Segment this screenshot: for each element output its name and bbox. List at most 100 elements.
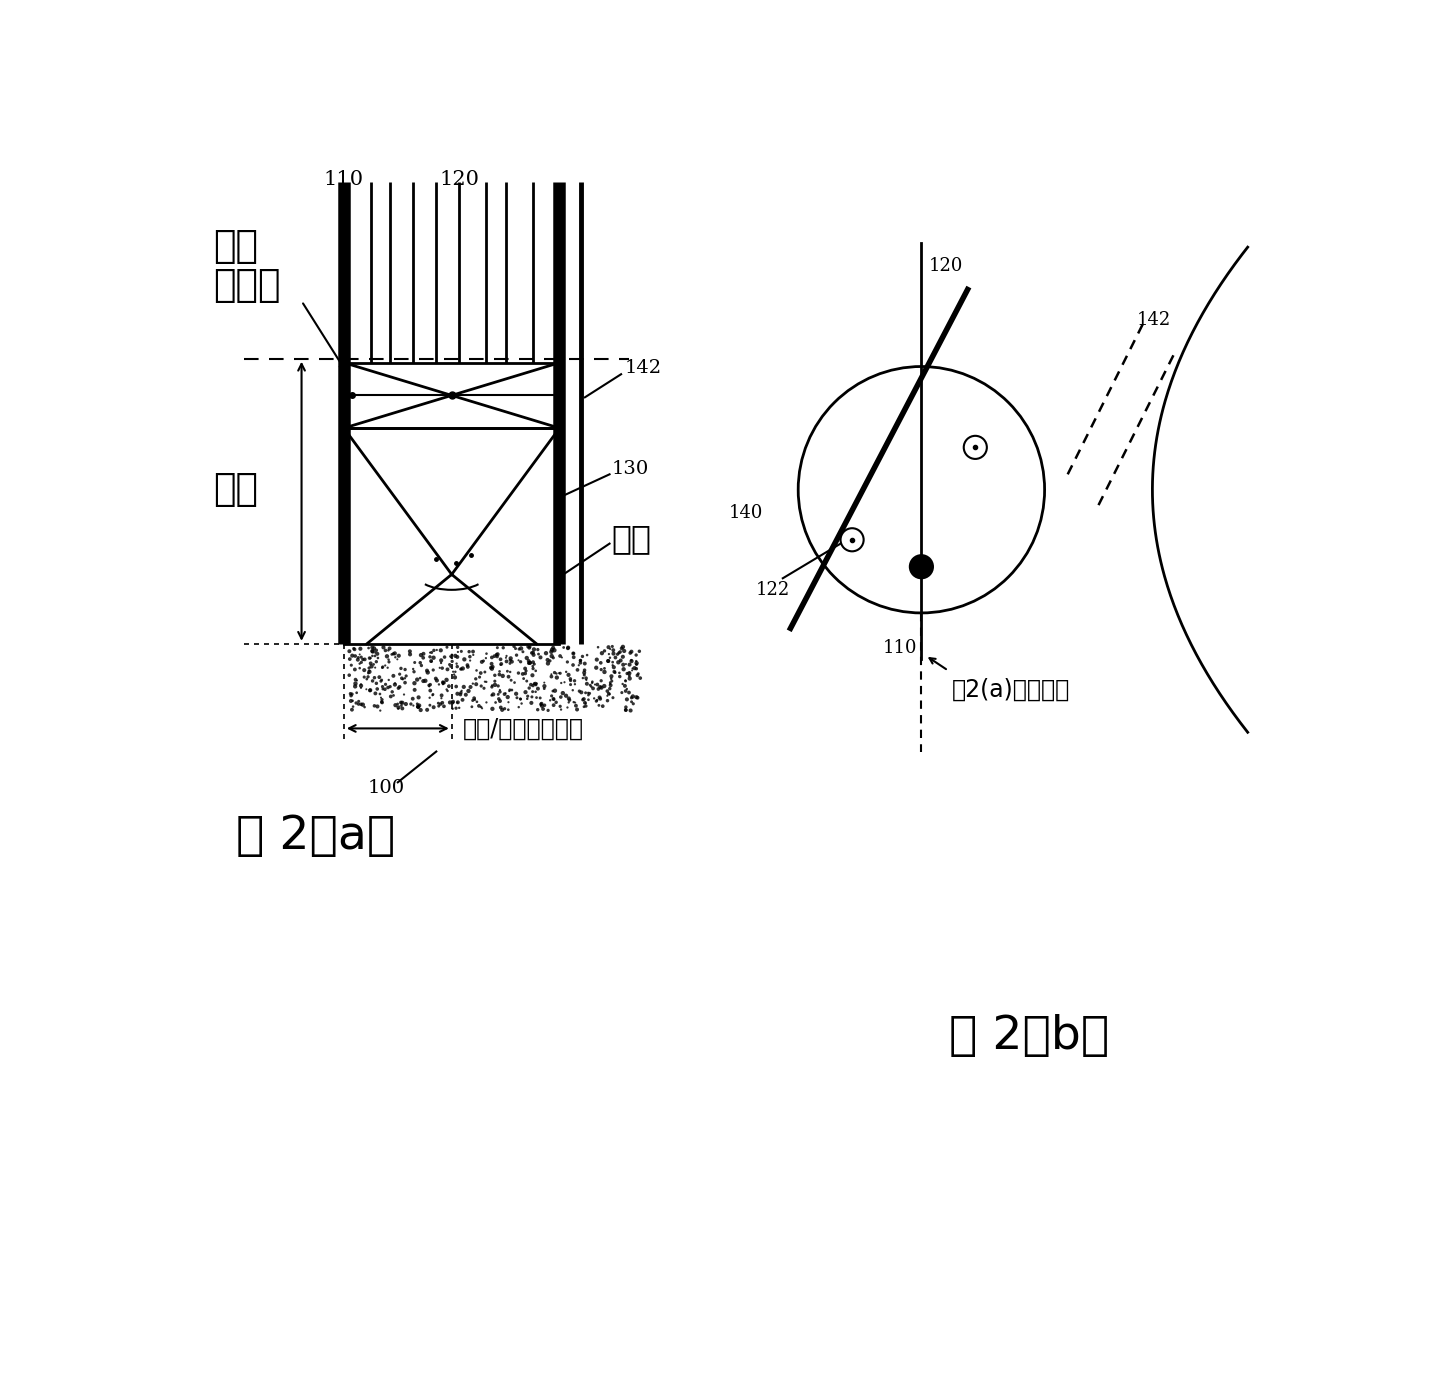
Point (387, 644, 410, 667)
Point (584, 657, 607, 679)
Point (514, 660, 537, 682)
Point (363, 694, 386, 717)
Point (430, 657, 453, 679)
Text: 142: 142 (624, 359, 662, 377)
Point (390, 657, 413, 679)
Point (459, 650, 482, 672)
Point (559, 669, 582, 692)
Point (572, 689, 594, 711)
Point (399, 643, 422, 665)
Point (620, 686, 643, 708)
Point (347, 690, 370, 712)
Point (599, 683, 622, 705)
Point (364, 650, 387, 672)
Point (489, 660, 512, 682)
Point (486, 636, 509, 658)
Point (380, 643, 403, 665)
Point (600, 635, 623, 657)
Point (614, 696, 637, 718)
Point (616, 689, 639, 711)
Point (490, 653, 513, 675)
Point (399, 640, 422, 663)
Point (494, 682, 517, 704)
Point (504, 683, 527, 705)
Point (436, 678, 459, 700)
Point (482, 697, 504, 719)
Point (364, 672, 387, 694)
Point (576, 644, 599, 667)
Point (557, 664, 580, 686)
Point (576, 672, 599, 694)
Point (593, 640, 616, 663)
Point (406, 693, 429, 715)
Point (446, 646, 469, 668)
Point (342, 644, 364, 667)
Point (463, 689, 486, 711)
Text: 142: 142 (1137, 312, 1172, 330)
Point (419, 679, 442, 701)
Point (444, 697, 467, 719)
Point (436, 658, 459, 681)
Point (579, 682, 602, 704)
Point (402, 687, 424, 710)
Point (377, 676, 400, 699)
Point (393, 658, 416, 681)
Point (337, 640, 360, 663)
Point (423, 639, 446, 661)
Point (449, 683, 472, 705)
Text: 图 2（a）: 图 2（a） (236, 814, 396, 859)
Point (624, 644, 647, 667)
Point (394, 693, 417, 715)
Point (426, 669, 449, 692)
Point (370, 686, 393, 708)
Point (496, 686, 519, 708)
Point (427, 674, 450, 696)
Point (390, 694, 413, 717)
Point (372, 657, 394, 679)
Point (362, 640, 384, 663)
Point (337, 664, 360, 686)
Point (446, 692, 469, 714)
Point (587, 694, 610, 717)
Point (442, 692, 464, 714)
Point (402, 694, 424, 717)
Point (587, 636, 610, 658)
Point (487, 687, 510, 710)
Point (473, 671, 496, 693)
Point (483, 674, 506, 696)
Point (390, 692, 413, 714)
Point (409, 699, 432, 721)
Point (470, 675, 493, 697)
Point (620, 690, 643, 712)
Point (573, 692, 596, 714)
Point (469, 667, 492, 689)
Point (592, 694, 614, 717)
Point (433, 672, 456, 694)
Text: 100: 100 (367, 779, 404, 797)
Point (369, 700, 392, 722)
Point (612, 658, 634, 681)
Point (466, 690, 489, 712)
Point (527, 643, 550, 665)
Point (420, 650, 443, 672)
Point (619, 700, 642, 722)
Point (347, 693, 370, 715)
Point (420, 650, 443, 672)
Point (444, 644, 467, 667)
Point (597, 650, 620, 672)
Point (386, 649, 409, 671)
Point (519, 651, 542, 674)
Point (533, 678, 556, 700)
Point (343, 658, 366, 681)
Point (464, 660, 487, 682)
Point (572, 667, 594, 689)
Point (510, 693, 533, 715)
Point (552, 636, 574, 658)
Point (419, 674, 442, 696)
Point (456, 656, 479, 678)
Point (559, 668, 582, 690)
Point (526, 639, 549, 661)
Point (524, 660, 547, 682)
Point (360, 636, 383, 658)
Point (504, 644, 527, 667)
